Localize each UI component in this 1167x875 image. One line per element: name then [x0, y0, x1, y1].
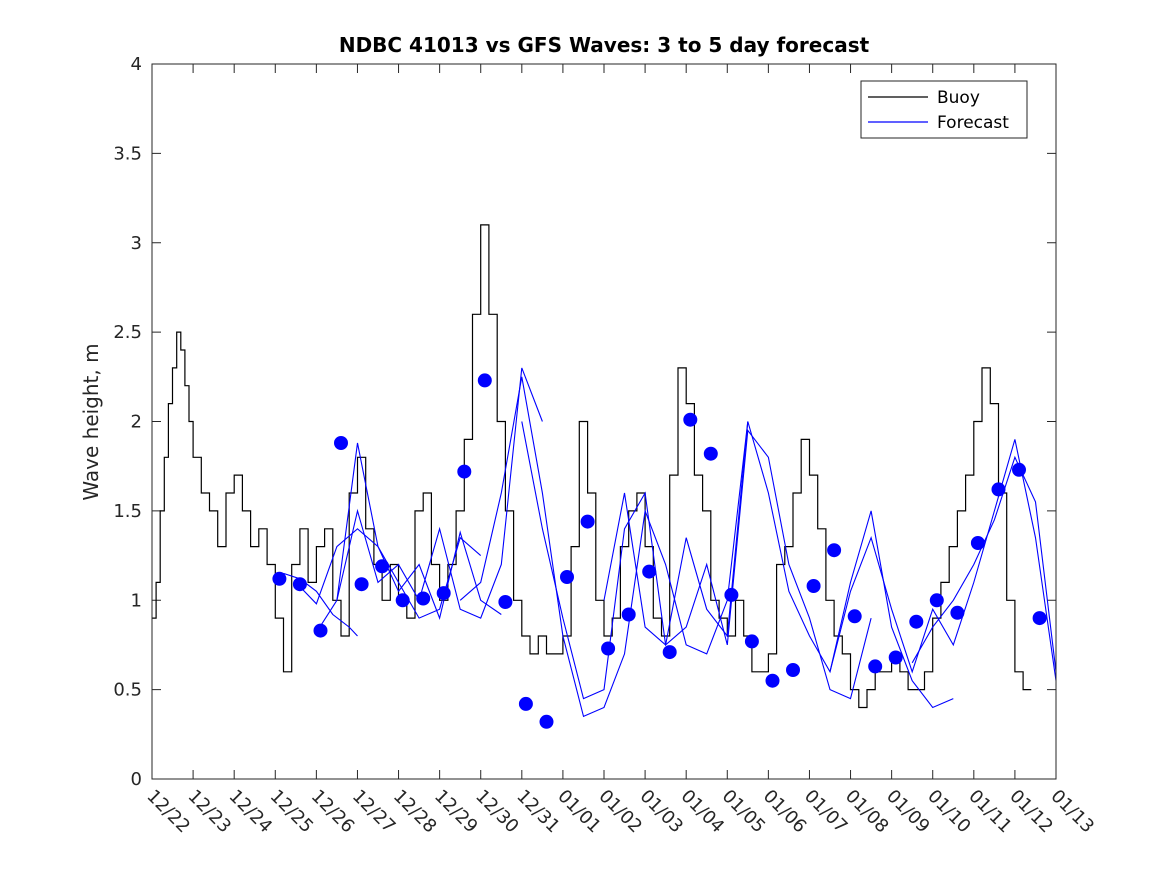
forecast-marker	[970, 536, 985, 550]
forecast-marker	[847, 609, 862, 624]
forecast-marker	[560, 570, 574, 584]
forecast-marker	[827, 543, 842, 558]
forecast-marker	[1032, 611, 1047, 626]
forecast-marker	[888, 650, 903, 665]
forecast-marker	[1012, 462, 1026, 477]
legend-buoy-label: Buoy	[937, 88, 980, 108]
forecast-marker	[991, 482, 1006, 497]
forecast-marker	[334, 436, 348, 450]
y-tick-label: 1	[131, 590, 142, 611]
forecast-marker	[518, 696, 533, 711]
forecast-run-line	[459, 376, 749, 718]
forecast-marker	[642, 564, 657, 579]
y-tick-label: 1.5	[113, 501, 142, 522]
forecast-run-line	[829, 439, 1057, 681]
y-tick-labels: 0 0.5 1 1.5 2 2.5 3 3.5 4	[113, 54, 142, 790]
forecast-run-line	[603, 421, 954, 709]
forecast-marker	[621, 607, 636, 622]
legend-box	[860, 80, 1028, 139]
forecast-markers	[272, 373, 1047, 729]
forecast-marker	[416, 591, 431, 606]
y-tick-label: 3.5	[113, 143, 142, 164]
forecast-run-line	[336, 367, 543, 619]
legend: Buoy Forecast	[860, 80, 1028, 139]
y-tick-label: 0	[131, 769, 142, 790]
legend-forecast-label: Forecast	[937, 113, 1009, 133]
y-tick-label: 4	[131, 54, 142, 75]
y-axis-label: Wave height, m	[79, 343, 103, 500]
forecast-marker	[498, 595, 513, 609]
forecast-marker	[580, 514, 595, 529]
forecast-marker	[477, 373, 492, 388]
plot-area	[152, 64, 1056, 779]
forecast-marker	[662, 645, 677, 660]
y-tick-label: 0.5	[113, 680, 142, 701]
forecast-marker	[395, 593, 410, 608]
y-tick-label: 2.5	[113, 322, 142, 343]
forecast-marker	[375, 559, 390, 574]
forecast-marker	[744, 634, 759, 649]
forecast-marker	[292, 577, 307, 592]
plot-frame	[151, 63, 1057, 780]
forecast-marker	[601, 641, 616, 656]
forecast-marker	[354, 577, 369, 592]
forecast-marker	[806, 579, 821, 593]
forecast-marker	[272, 571, 287, 586]
forecast-marker	[868, 659, 883, 674]
forecast-marker	[457, 464, 472, 479]
y-tick-label: 2	[131, 412, 142, 433]
forecast-marker	[539, 714, 554, 729]
forecast-marker	[436, 586, 451, 601]
forecast-marker	[909, 614, 924, 629]
chart-title: NDBC 41013 vs GFS Waves: 3 to 5 day fore…	[339, 33, 870, 57]
forecast-marker	[950, 605, 965, 620]
forecast-marker	[683, 412, 698, 427]
forecast-marker	[703, 446, 718, 461]
forecast-marker	[929, 593, 944, 608]
forecast-run-line	[521, 421, 872, 700]
forecast-marker	[724, 587, 739, 602]
forecast-marker	[786, 663, 800, 677]
forecast-marker	[765, 673, 780, 688]
y-tick-label: 3	[131, 233, 142, 254]
forecast-run-line	[315, 442, 502, 633]
forecast-marker	[313, 623, 328, 638]
